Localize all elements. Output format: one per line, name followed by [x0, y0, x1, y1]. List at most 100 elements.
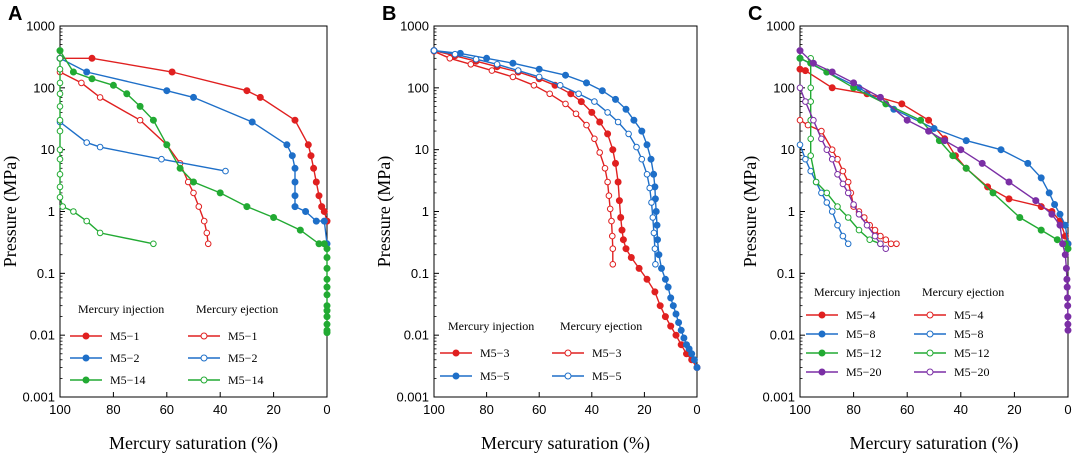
data-point — [1037, 226, 1045, 234]
series-line — [59, 58, 154, 245]
data-point — [834, 171, 841, 178]
data-point — [823, 199, 831, 206]
data-point — [56, 146, 64, 153]
data-point — [323, 254, 331, 261]
data-point — [834, 203, 841, 210]
data-point — [802, 155, 809, 163]
data-point — [925, 116, 933, 124]
data-point — [88, 54, 96, 62]
y-tick-label: 1000 — [766, 19, 795, 34]
x-tick-label: 20 — [637, 402, 651, 417]
data-point — [307, 152, 315, 160]
legend-item: M5−12 — [914, 346, 989, 360]
legend-label: M5−20 — [954, 365, 989, 379]
data-point — [807, 98, 815, 105]
data-point — [834, 155, 841, 163]
data-point — [56, 103, 64, 110]
data-point — [323, 245, 331, 253]
series-injection-6 — [796, 47, 1072, 334]
y-tick-label: 0.1 — [411, 266, 429, 281]
data-point — [614, 178, 622, 186]
data-point — [903, 116, 911, 124]
series-line — [799, 68, 1069, 245]
data-point — [635, 264, 643, 272]
legend-item: M5−5 — [552, 369, 621, 383]
data-point — [323, 329, 331, 337]
y-tick-label: 10 — [781, 142, 795, 157]
legend-swatch-marker — [564, 349, 572, 357]
data-point — [839, 232, 847, 240]
y-tick-label: 1000 — [26, 19, 55, 34]
x-axis-label: Mercury saturation (%) — [481, 433, 650, 454]
data-point — [690, 356, 698, 364]
legend-swatch-marker — [818, 311, 826, 319]
data-point — [315, 192, 323, 200]
data-point — [291, 203, 299, 211]
data-point — [693, 364, 701, 371]
data-point — [472, 55, 480, 63]
data-point — [1048, 210, 1056, 218]
data-point — [658, 264, 665, 272]
legend-item: M5−5 — [440, 369, 509, 383]
x-tick-label: 0 — [1064, 402, 1071, 417]
x-tick-label: 100 — [423, 402, 445, 417]
data-point — [56, 116, 64, 124]
x-tick-label: 20 — [1007, 402, 1021, 417]
data-point — [609, 261, 617, 268]
data-point — [1045, 189, 1053, 197]
data-point — [677, 326, 685, 334]
data-point — [256, 93, 264, 101]
data-point — [604, 109, 611, 116]
legend-item: M5−8 — [806, 327, 875, 341]
data-point — [323, 313, 331, 321]
data-point — [622, 105, 630, 113]
data-point — [598, 87, 606, 95]
data-point — [596, 118, 604, 126]
data-point — [288, 152, 296, 160]
data-point — [844, 178, 852, 186]
data-point — [828, 84, 836, 92]
y-tick-label: 100 — [773, 80, 795, 95]
legend-swatch-marker — [818, 349, 826, 357]
data-point — [651, 288, 659, 296]
data-point — [656, 302, 664, 310]
plot-frame — [799, 25, 1069, 398]
data-point — [796, 54, 804, 62]
data-point — [323, 307, 331, 315]
legend: Mercury injection Mercury ejection M5−3 M5−… — [440, 319, 642, 383]
data-point — [150, 240, 157, 248]
legend-label: M5−8 — [846, 327, 875, 341]
data-point — [604, 130, 612, 138]
data-point — [216, 189, 224, 197]
data-point — [136, 116, 144, 124]
data-point — [562, 100, 569, 108]
data-point — [1005, 195, 1013, 203]
data-point — [601, 165, 609, 172]
data-point — [839, 180, 847, 188]
data-point — [123, 90, 131, 98]
data-point — [577, 98, 585, 106]
data-point — [591, 135, 598, 143]
data-point — [809, 59, 817, 67]
data-point — [618, 226, 626, 234]
y-tick-label: 10 — [41, 142, 55, 157]
data-point — [855, 226, 863, 234]
data-point — [609, 232, 616, 240]
data-point — [650, 170, 658, 178]
data-point — [871, 226, 879, 234]
data-point — [535, 73, 543, 81]
data-point — [514, 67, 522, 74]
y-axis-label: Pressure (MPa) — [740, 156, 761, 267]
data-point — [56, 183, 64, 191]
data-point — [648, 199, 655, 206]
legend-item: M5−20 — [806, 365, 881, 379]
x-tick-label: 60 — [532, 402, 546, 417]
legend-swatch-marker — [452, 349, 460, 357]
data-point — [270, 214, 278, 221]
legend-swatch-marker — [926, 311, 934, 319]
series-line — [59, 121, 226, 172]
data-point — [646, 184, 654, 192]
series-injection-2 — [430, 47, 701, 371]
data-point — [283, 141, 291, 149]
